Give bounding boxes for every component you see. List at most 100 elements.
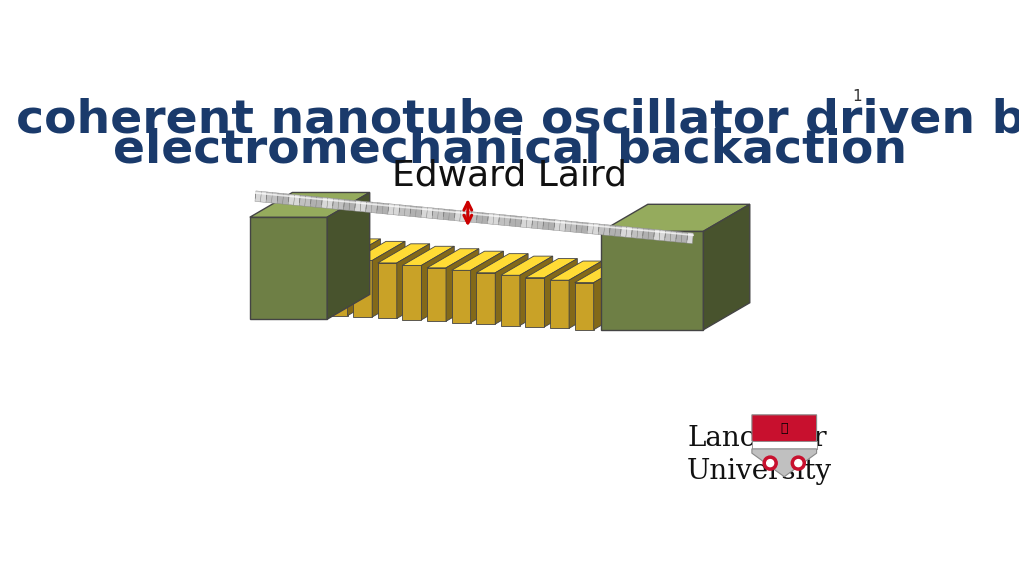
Text: Lancaster
University: Lancaster University (687, 425, 832, 485)
Polygon shape (636, 227, 643, 239)
Polygon shape (396, 244, 429, 319)
Polygon shape (515, 216, 521, 227)
Text: A coherent nanotube oscillator driven by: A coherent nanotube oscillator driven by (0, 97, 1019, 143)
Polygon shape (647, 229, 654, 240)
Polygon shape (570, 221, 577, 233)
Polygon shape (642, 228, 648, 240)
Polygon shape (544, 258, 577, 327)
Polygon shape (327, 198, 333, 209)
Polygon shape (427, 268, 445, 321)
Polygon shape (337, 199, 344, 210)
Text: electromechanical backaction: electromechanical backaction (113, 127, 906, 172)
Polygon shape (250, 217, 327, 319)
Polygon shape (481, 213, 488, 224)
Polygon shape (492, 214, 499, 225)
Polygon shape (592, 223, 598, 234)
Polygon shape (675, 231, 682, 242)
Polygon shape (451, 251, 503, 270)
Polygon shape (495, 254, 528, 324)
Polygon shape (426, 207, 433, 218)
Polygon shape (587, 223, 593, 234)
Polygon shape (751, 415, 816, 457)
Polygon shape (703, 205, 749, 329)
Polygon shape (581, 222, 588, 233)
Polygon shape (565, 221, 571, 232)
Polygon shape (487, 213, 493, 225)
Polygon shape (542, 219, 549, 230)
Polygon shape (353, 241, 405, 261)
Polygon shape (537, 218, 543, 229)
Polygon shape (476, 254, 528, 273)
Polygon shape (525, 258, 577, 278)
Polygon shape (321, 197, 327, 209)
Polygon shape (503, 215, 511, 226)
Polygon shape (271, 193, 278, 203)
Polygon shape (421, 207, 427, 218)
Polygon shape (305, 196, 311, 207)
Polygon shape (553, 219, 559, 231)
Polygon shape (372, 241, 405, 317)
Polygon shape (404, 205, 411, 217)
Polygon shape (327, 193, 369, 319)
Polygon shape (293, 195, 300, 206)
Text: 1: 1 (851, 89, 861, 104)
Polygon shape (255, 191, 261, 202)
Polygon shape (601, 205, 749, 231)
Polygon shape (403, 246, 453, 265)
Polygon shape (620, 226, 627, 237)
Polygon shape (360, 201, 366, 212)
Polygon shape (525, 278, 544, 327)
Polygon shape (355, 201, 361, 211)
Polygon shape (576, 222, 582, 233)
Polygon shape (403, 265, 421, 320)
Polygon shape (382, 203, 388, 214)
Polygon shape (410, 206, 416, 217)
Polygon shape (387, 204, 394, 215)
Polygon shape (343, 199, 350, 210)
Polygon shape (371, 202, 377, 213)
Polygon shape (520, 217, 527, 227)
Polygon shape (658, 230, 665, 241)
Polygon shape (453, 210, 461, 221)
Polygon shape (608, 225, 615, 236)
Polygon shape (531, 218, 538, 229)
Polygon shape (664, 230, 671, 241)
Polygon shape (653, 229, 659, 241)
Polygon shape (365, 202, 372, 213)
Polygon shape (549, 280, 569, 328)
Polygon shape (448, 210, 454, 221)
Polygon shape (476, 212, 482, 223)
Circle shape (794, 460, 801, 466)
Polygon shape (437, 209, 443, 219)
Polygon shape (415, 206, 422, 217)
Polygon shape (574, 282, 593, 329)
Polygon shape (376, 203, 383, 214)
Polygon shape (500, 256, 552, 275)
Polygon shape (476, 273, 495, 324)
Polygon shape (277, 193, 283, 204)
Polygon shape (266, 192, 272, 203)
Circle shape (766, 460, 773, 466)
Polygon shape (451, 270, 470, 323)
Polygon shape (751, 441, 816, 449)
Polygon shape (347, 239, 380, 316)
Polygon shape (460, 211, 466, 222)
Polygon shape (669, 231, 676, 242)
Polygon shape (631, 227, 637, 238)
Circle shape (762, 456, 776, 470)
Polygon shape (421, 246, 453, 320)
Polygon shape (442, 209, 449, 220)
Polygon shape (471, 211, 477, 223)
Polygon shape (597, 224, 604, 235)
Polygon shape (353, 261, 372, 317)
Polygon shape (328, 239, 380, 258)
Polygon shape (445, 249, 478, 321)
Polygon shape (526, 217, 532, 228)
Polygon shape (250, 193, 369, 217)
Text: 🦁: 🦁 (780, 422, 788, 435)
Polygon shape (465, 211, 472, 222)
Polygon shape (427, 249, 478, 268)
Polygon shape (614, 226, 621, 237)
Polygon shape (500, 275, 520, 325)
Polygon shape (626, 227, 632, 238)
